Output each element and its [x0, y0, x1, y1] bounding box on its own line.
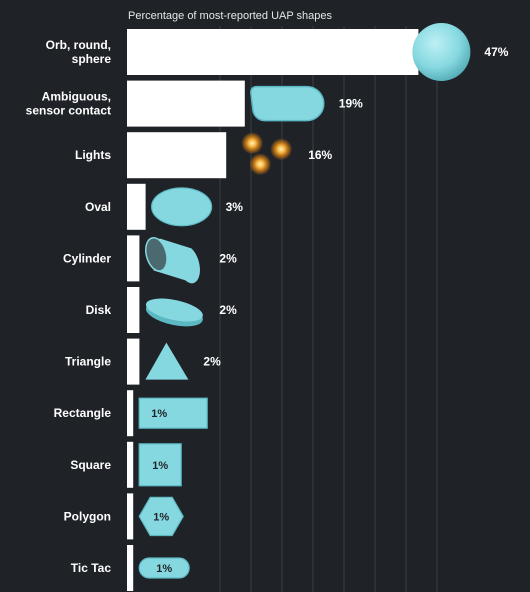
category-label-8-line-0: Square [70, 458, 111, 472]
bar-3 [127, 183, 146, 230]
value-label-7: 1% [151, 408, 167, 420]
category-label-5: Disk [86, 303, 112, 317]
category-label-5-line-0: Disk [86, 303, 112, 317]
bar-row-5: Disk 2% [86, 287, 237, 333]
bar-row-4: Cylinder 2% [63, 235, 237, 284]
cylinder-icon [145, 237, 200, 284]
category-label-3: Oval [85, 200, 111, 214]
polygon-icon [138, 496, 184, 537]
light-dot-2 [249, 153, 272, 176]
category-label-10-line-0: Tic Tac [71, 561, 112, 575]
category-label-7-line-0: Rectangle [54, 406, 112, 420]
category-label-1-line-1: sensor contact [26, 104, 111, 118]
category-label-8: Square [70, 458, 111, 472]
value-label-5: 2% [219, 303, 237, 317]
category-label-2: Lights [75, 148, 111, 162]
value-label-2: 16% [308, 148, 332, 162]
chart-rows: Orb, round, sphere 47% Ambiguous, sensor con… [26, 23, 509, 591]
bar-7 [127, 390, 134, 437]
triangle-icon [145, 342, 189, 380]
bar-0 [127, 29, 419, 75]
chart-title: Percentage of most-reported UAP shapes [128, 10, 333, 22]
bar-2 [127, 132, 227, 179]
bar-row-0: Orb, round, sphere 47% [46, 23, 509, 81]
disk-icon [145, 298, 203, 327]
category-label-0-line-1: sphere [72, 52, 112, 66]
category-label-1: Ambiguous, sensor contact [26, 90, 111, 118]
category-label-0: Orb, round, sphere [46, 38, 112, 66]
disk-top [145, 298, 203, 322]
category-label-10: Tic Tac [71, 561, 112, 575]
bar-row-10: Tic Tac 1% [71, 545, 190, 591]
bar-4 [127, 235, 140, 282]
category-label-6-line-0: Triangle [65, 355, 111, 369]
value-label-9: 1% [153, 511, 169, 523]
bar-row-9: Polygon 1% [64, 493, 184, 540]
bar-row-7: Rectangle 1% [54, 390, 208, 437]
bar-10 [127, 545, 134, 591]
sphere-icon [412, 23, 471, 81]
category-label-0-line-0: Orb, round, [46, 38, 111, 52]
category-label-2-line-0: Lights [75, 148, 111, 162]
light-dot-0 [241, 132, 264, 155]
tictac-icon [138, 557, 190, 579]
cylinder-end [145, 237, 168, 272]
bar-row-2: Lights 16% [75, 132, 333, 179]
bar-8 [127, 441, 134, 488]
rectangle-icon [138, 397, 208, 429]
lights-icon [241, 132, 293, 176]
capsule-icon [250, 85, 325, 122]
category-label-7: Rectangle [54, 406, 112, 420]
bar-1 [127, 80, 245, 127]
light-dot-1 [270, 138, 293, 161]
value-label-0: 47% [484, 45, 508, 59]
category-label-9-line-0: Polygon [64, 509, 111, 523]
category-label-4: Cylinder [63, 251, 111, 265]
value-label-4: 2% [219, 251, 237, 265]
bar-6 [127, 338, 140, 385]
bar-row-3: Oval 3% [85, 183, 244, 230]
oval-icon [151, 187, 213, 227]
value-label-3: 3% [226, 200, 244, 214]
bar-5 [127, 287, 140, 333]
category-label-9: Polygon [64, 509, 111, 523]
value-label-6: 2% [203, 355, 221, 369]
value-label-8: 1% [152, 460, 168, 472]
square-icon [138, 443, 182, 487]
bar-9 [127, 493, 134, 540]
category-label-3-line-0: Oval [85, 200, 111, 214]
category-label-1-line-0: Ambiguous, [42, 90, 111, 104]
category-label-4-line-0: Cylinder [63, 251, 111, 265]
bar-row-8: Square 1% [70, 441, 182, 488]
bar-row-1: Ambiguous, sensor contact 19% [26, 80, 363, 127]
value-label-1: 19% [339, 97, 363, 111]
bar-row-6: Triangle 2% [65, 338, 221, 385]
value-label-10: 1% [156, 563, 172, 575]
category-label-6: Triangle [65, 355, 111, 369]
